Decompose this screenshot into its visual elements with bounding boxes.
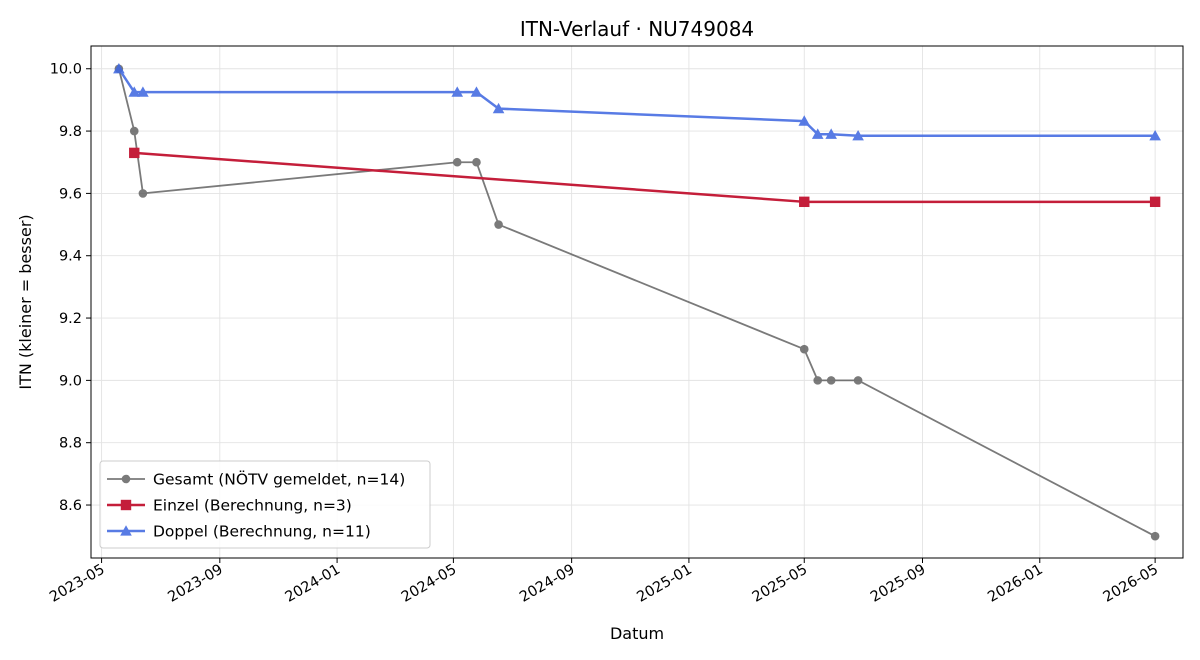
data-point <box>853 376 863 385</box>
y-tick-label: 8.8 <box>59 436 82 452</box>
y-tick-label: 9.8 <box>59 124 82 140</box>
series-0 <box>114 64 1160 541</box>
data-point <box>137 86 149 97</box>
data-point <box>494 220 503 229</box>
data-point <box>799 344 809 354</box>
legend-entry: Einzel (Berechnung, n=3) <box>107 497 352 515</box>
legend-label: Einzel (Berechnung, n=3) <box>153 497 352 515</box>
series-layer <box>113 62 1161 541</box>
chart-title: ITN-Verlauf · NU749084 <box>520 17 754 41</box>
data-point <box>1149 196 1161 208</box>
data-point <box>128 86 141 97</box>
y-tick-label: 9.6 <box>59 186 82 202</box>
y-tick-label: 8.6 <box>59 498 82 514</box>
series-2 <box>113 62 1161 141</box>
legend: Gesamt (NÖTV gemeldet, n=14) Einzel (Bere… <box>99 460 431 549</box>
legend-swatch <box>107 499 145 511</box>
plot-frame <box>90 45 1184 559</box>
data-point <box>813 376 823 385</box>
legend-entry: Gesamt (NÖTV gemeldet, n=14) <box>107 470 405 489</box>
legend-swatch <box>107 474 145 484</box>
data-point <box>492 102 505 114</box>
data-point <box>1150 531 1160 541</box>
legend-entry: Doppel (Berechnung, n=11) <box>107 523 371 541</box>
y-tick-label: 9.4 <box>59 249 82 265</box>
data-point <box>1149 129 1161 141</box>
data-point <box>138 189 148 198</box>
data-point <box>798 115 811 126</box>
legend-swatch <box>107 525 145 536</box>
x-axis-label: Datum <box>610 624 664 643</box>
y-axis: 8.6 8.8 9.0 9.2 9.4 9.6 9.8 10.0 <box>50 62 91 514</box>
data-point <box>852 129 864 141</box>
data-point <box>799 196 810 208</box>
data-point <box>825 128 837 139</box>
legend-marker <box>120 499 132 511</box>
data-point <box>472 157 481 167</box>
data-point <box>452 157 462 167</box>
data-point <box>470 86 483 97</box>
data-point <box>113 62 125 74</box>
data-point <box>826 376 836 385</box>
y-tick-label: 9.2 <box>59 311 82 327</box>
legend-marker <box>120 525 132 536</box>
series-1 <box>129 147 1161 208</box>
data-point <box>129 126 139 136</box>
y-axis-label: ITN (kleiner = besser) <box>16 214 35 389</box>
y-tick-label: 10.0 <box>50 62 82 78</box>
legend-box <box>99 460 431 549</box>
legend-marker <box>121 474 131 484</box>
legend-label: Gesamt (NÖTV gemeldet, n=14) <box>153 470 405 489</box>
data-point <box>451 86 464 97</box>
legend-label: Doppel (Berechnung, n=11) <box>153 523 371 541</box>
data-point <box>129 147 140 159</box>
data-point <box>811 128 824 139</box>
y-tick-label: 9.0 <box>59 373 82 389</box>
